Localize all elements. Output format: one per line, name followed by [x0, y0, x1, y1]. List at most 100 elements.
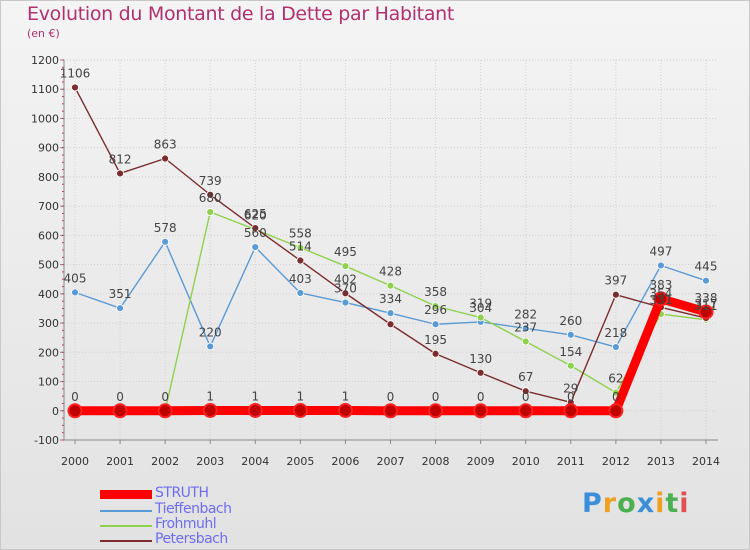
data-label-struth: 1 [251, 389, 259, 403]
x-tick-label: 2014 [692, 455, 720, 468]
data-label-petersbach: 863 [154, 138, 177, 152]
data-label-struth: 0 [161, 390, 169, 404]
data-label-petersbach: 402 [334, 272, 357, 286]
data-label-tieffenbach: 220 [199, 325, 222, 339]
data-label-struth: 0 [522, 390, 530, 404]
data-label-petersbach: 514 [289, 240, 312, 254]
data-label-struth: 0 [432, 390, 440, 404]
legend-swatch-struth [100, 490, 152, 499]
data-label-tieffenbach: 296 [424, 303, 447, 317]
point-petersbach [116, 169, 124, 178]
data-label-petersbach: 625 [244, 207, 267, 221]
point-struth [428, 403, 444, 419]
point-struth [112, 403, 128, 419]
data-label-frohmuhl: 311 [695, 299, 718, 313]
point-tieffenbach [657, 261, 665, 270]
point-tieffenbach [251, 243, 260, 251]
point-struth [698, 304, 714, 320]
point-tieffenbach [611, 343, 620, 351]
legend-label-struth: STRUTH [155, 485, 209, 501]
data-label-tieffenbach: 405 [64, 271, 87, 285]
point-petersbach [206, 190, 215, 199]
y-tick-label: 800 [38, 171, 59, 184]
data-label-petersbach: 130 [469, 352, 492, 366]
x-tick-label: 2004 [241, 455, 269, 468]
x-tick-label: 2001 [106, 455, 134, 468]
point-petersbach [296, 256, 305, 265]
legend-swatch-tieffenbach [100, 510, 152, 512]
x-tick-label: 2009 [467, 455, 495, 468]
y-tick-label: 300 [38, 317, 59, 330]
point-petersbach [611, 290, 620, 299]
data-label-struth: 0 [477, 390, 485, 404]
point-petersbach [341, 289, 350, 298]
data-label-petersbach: 195 [424, 333, 447, 347]
chart-title: Evolution du Montant de la Dette par Hab… [27, 3, 455, 25]
data-label-tieffenbach: 445 [695, 260, 718, 274]
data-label-petersbach: 1106 [60, 66, 91, 80]
point-tieffenbach [386, 309, 395, 318]
series-line-petersbach [74, 87, 707, 403]
point-tieffenbach [431, 320, 440, 329]
point-petersbach [476, 368, 485, 377]
data-label-struth: 0 [71, 390, 79, 404]
data-label-struth: 383 [649, 278, 672, 292]
x-tick-label: 2006 [331, 455, 359, 468]
point-struth [473, 403, 489, 419]
data-label-frohmuhl: 358 [424, 285, 447, 299]
point-tieffenbach [161, 237, 170, 246]
data-label-tieffenbach: 282 [514, 307, 537, 321]
point-frohmuhl [431, 302, 440, 311]
point-frohmuhl [206, 208, 215, 216]
legend-swatch-petersbach [100, 540, 152, 542]
point-frohmuhl [296, 243, 305, 252]
legend-label-frohmuhl: Frohmuhl [155, 516, 217, 532]
point-petersbach [161, 154, 170, 163]
point-petersbach [251, 224, 260, 232]
point-petersbach [386, 320, 395, 329]
legend-swatch-frohmuhl [100, 525, 152, 527]
point-struth [383, 403, 398, 419]
data-label-struth: 1 [342, 389, 350, 403]
y-tick-label: 700 [38, 200, 59, 213]
point-petersbach [521, 387, 530, 396]
y-tick-label: 0 [52, 405, 59, 418]
data-label-struth: 1 [297, 389, 305, 403]
x-tick-label: 2012 [602, 455, 630, 468]
y-tick-label: -100 [34, 434, 59, 447]
data-label-struth: 0 [567, 390, 575, 404]
point-tieffenbach [71, 288, 79, 297]
data-label-petersbach: 812 [109, 152, 132, 166]
point-struth [157, 403, 173, 419]
data-label-petersbach: 29 [563, 381, 578, 395]
data-label-frohmuhl: 319 [469, 297, 492, 311]
data-label-frohmuhl: 558 [289, 227, 312, 241]
point-frohmuhl [386, 281, 395, 290]
chart-subtitle: (en €) [27, 27, 60, 40]
point-struth [653, 291, 669, 307]
legend-label-tieffenbach: Tieffenbach [155, 501, 232, 517]
y-tick-label: 900 [38, 142, 59, 155]
point-struth [563, 403, 579, 419]
data-label-tieffenbach: 403 [289, 272, 312, 286]
point-struth [608, 403, 624, 419]
x-tick-label: 2011 [557, 455, 585, 468]
x-tick-label: 2007 [377, 455, 405, 468]
proxiti-logo: Proxiti [582, 488, 690, 519]
x-tick-label: 2003 [196, 455, 224, 468]
data-label-frohmuhl: 620 [244, 209, 267, 223]
y-tick-label: 200 [38, 346, 59, 359]
data-label-petersbach: 354 [649, 286, 672, 300]
data-label-frohmuhl: 331 [649, 293, 672, 307]
data-label-frohmuhl: 62 [608, 372, 623, 386]
data-label-petersbach: 67 [518, 370, 533, 384]
data-label-tieffenbach: 260 [559, 314, 582, 328]
y-tick-label: 600 [38, 229, 59, 242]
data-label-petersbach: 397 [604, 274, 627, 288]
data-label-tieffenbach: 304 [469, 301, 492, 315]
point-struth [518, 403, 534, 419]
y-tick-label: 100 [38, 376, 59, 389]
data-label-tieffenbach: 218 [604, 326, 627, 340]
